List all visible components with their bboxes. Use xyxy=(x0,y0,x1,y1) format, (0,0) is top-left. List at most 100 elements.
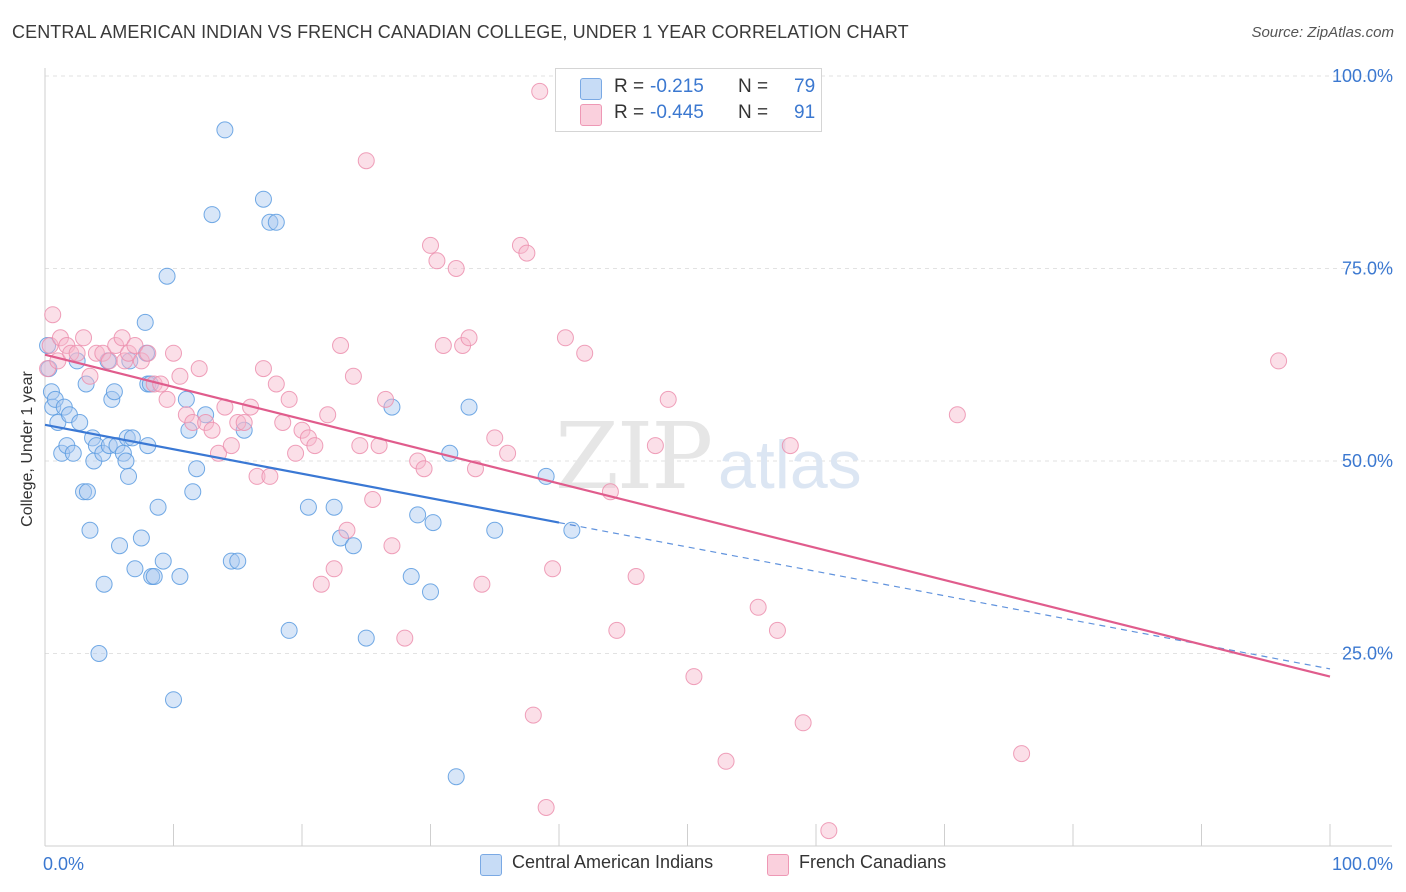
legend-n-value: 91 xyxy=(794,102,816,123)
point-central-american-indian xyxy=(149,498,167,516)
point-french-canadian xyxy=(396,629,414,647)
point-french-canadian xyxy=(116,352,134,370)
point-central-american-indian xyxy=(229,552,247,570)
x-tick-label: 0.0% xyxy=(43,854,84,874)
legend-n-label: N = xyxy=(738,102,769,123)
trend-line-french-canadian xyxy=(44,353,1331,678)
point-french-canadian xyxy=(312,575,330,593)
point-central-american-indian xyxy=(126,560,144,578)
point-french-canadian xyxy=(486,429,504,447)
point-french-canadian xyxy=(357,152,375,170)
point-french-canadian xyxy=(1270,352,1288,370)
point-french-canadian xyxy=(768,621,786,639)
legend-swatch-blue xyxy=(580,78,602,100)
point-french-canadian xyxy=(87,344,105,362)
point-french-canadian xyxy=(338,521,356,539)
point-french-canadian xyxy=(44,306,62,324)
watermark-zip: ZIP xyxy=(555,403,711,510)
point-french-canadian xyxy=(794,714,812,732)
point-french-canadian xyxy=(1013,745,1031,763)
point-central-american-indian xyxy=(203,206,221,224)
point-central-american-indian xyxy=(409,506,427,524)
point-french-canadian xyxy=(685,668,703,686)
point-central-american-indian xyxy=(111,537,129,555)
point-central-american-indian xyxy=(357,629,375,647)
point-central-american-indian xyxy=(77,375,95,393)
point-central-american-indian xyxy=(460,398,478,416)
point-french-canadian xyxy=(235,414,253,431)
correlation-legend: R = -0.215 N = 79 R = -0.445 N = 91 xyxy=(555,68,822,132)
point-french-canadian xyxy=(460,329,478,347)
point-central-american-indian xyxy=(136,313,154,331)
point-french-canadian xyxy=(190,360,208,378)
point-french-canadian xyxy=(287,444,305,462)
point-central-american-indian xyxy=(216,121,234,139)
legend-r-value: -0.445 xyxy=(650,102,704,123)
point-central-american-indian xyxy=(64,444,82,462)
point-french-canadian xyxy=(544,560,562,578)
point-french-canadian xyxy=(415,460,433,478)
point-central-american-indian xyxy=(117,452,135,470)
point-french-canadian xyxy=(165,344,182,362)
point-french-canadian xyxy=(184,414,202,431)
y-tick-label: 50.0% xyxy=(1342,451,1393,471)
point-french-canadian xyxy=(717,752,735,770)
legend-n-label: N = xyxy=(738,76,769,97)
point-french-canadian xyxy=(537,799,555,816)
point-french-canadian xyxy=(659,390,677,408)
point-central-american-indian xyxy=(81,521,99,539)
legend-r-value: -0.215 xyxy=(650,76,704,97)
point-central-american-indian xyxy=(105,383,123,401)
point-central-american-indian xyxy=(120,467,138,485)
trend-lines xyxy=(44,353,1331,678)
point-central-american-indian xyxy=(177,390,195,408)
point-french-canadian xyxy=(274,414,292,431)
point-french-canadian xyxy=(344,367,362,385)
point-french-canadian xyxy=(158,390,176,408)
point-central-american-indian xyxy=(280,621,298,639)
point-french-canadian xyxy=(113,329,131,347)
tick-labels: 25.0% 50.0% 75.0% 100.0% 0.0% 100.0% xyxy=(43,66,1393,874)
point-french-canadian xyxy=(518,244,536,262)
y-tick-label: 25.0% xyxy=(1342,644,1393,664)
point-central-american-indian xyxy=(486,521,504,539)
point-french-canadian xyxy=(377,390,395,408)
point-french-canadian xyxy=(171,367,189,385)
point-french-canadian xyxy=(556,329,574,347)
point-french-canadian xyxy=(576,344,594,362)
y-axis-label: College, Under 1 year xyxy=(19,371,36,527)
point-french-canadian xyxy=(749,598,767,616)
point-french-canadian xyxy=(820,822,838,840)
point-central-american-indian xyxy=(422,583,439,601)
bottom-legend-swatch-blue xyxy=(480,854,502,876)
point-central-american-indian xyxy=(222,552,240,570)
point-central-american-indian xyxy=(90,645,108,662)
point-french-canadian xyxy=(499,444,517,462)
data-points xyxy=(39,82,1288,840)
point-central-american-indian xyxy=(78,483,96,501)
point-french-canadian xyxy=(351,437,369,455)
point-french-canadian xyxy=(81,367,99,385)
point-central-american-indian xyxy=(188,460,206,478)
point-central-american-indian xyxy=(344,537,362,555)
point-french-canadian xyxy=(68,344,86,362)
point-central-american-indian xyxy=(267,213,285,231)
point-french-canadian xyxy=(422,236,439,254)
point-french-canadian xyxy=(473,575,491,593)
point-french-canadian xyxy=(627,568,645,585)
point-central-american-indian xyxy=(299,498,317,516)
point-french-canadian xyxy=(139,344,157,362)
point-french-canadian xyxy=(608,621,626,639)
legend-swatch-pink xyxy=(580,104,602,126)
point-french-canadian xyxy=(948,406,966,424)
bottom-legend-swatch-pink xyxy=(767,854,789,876)
trend-line-central-american-indian xyxy=(44,423,560,524)
point-central-american-indian xyxy=(441,444,459,462)
point-french-canadian xyxy=(306,437,324,455)
point-french-canadian xyxy=(646,437,664,455)
point-french-canadian xyxy=(100,352,118,370)
point-central-american-indian xyxy=(71,414,89,431)
point-french-canadian xyxy=(447,260,465,277)
axes xyxy=(44,68,1392,847)
